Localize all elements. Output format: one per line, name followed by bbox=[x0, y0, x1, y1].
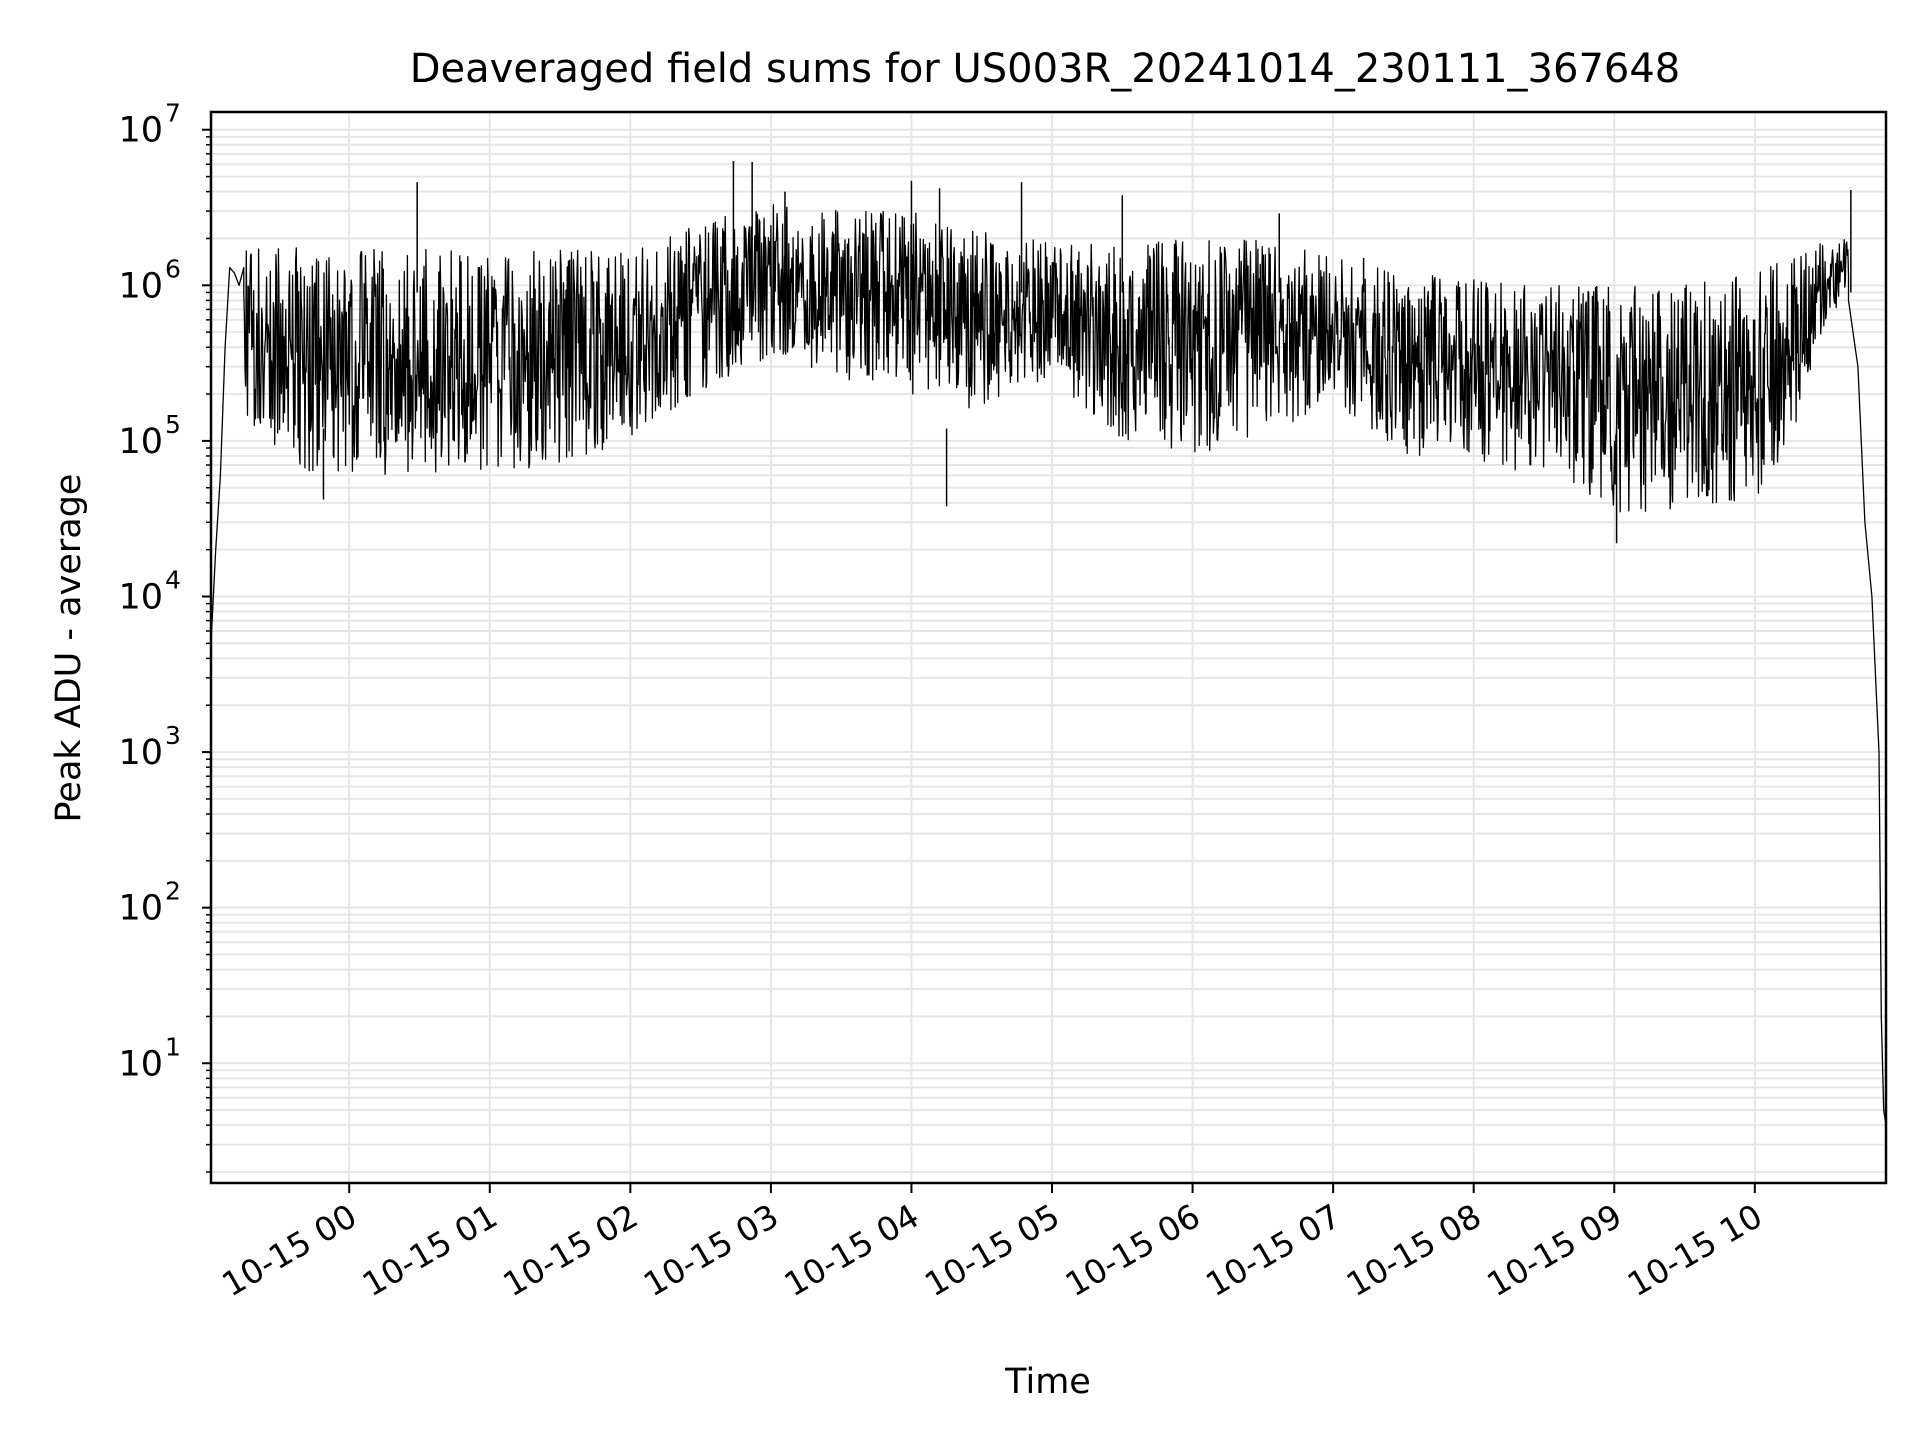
y-tick-label: 10 bbox=[118, 1044, 163, 1084]
series-line-0 bbox=[210, 204, 1887, 1126]
y-tick-label: 10 bbox=[118, 422, 163, 462]
y-axis-label: Peak ADU - average bbox=[49, 474, 89, 823]
chart-title: Deaveraged field sums for US003R_2024101… bbox=[410, 46, 1681, 92]
y-tick-exponent: 4 bbox=[165, 565, 181, 594]
y-tick-exponent: 2 bbox=[165, 877, 181, 906]
y-tick-exponent: 3 bbox=[165, 721, 181, 750]
plot-frame bbox=[209, 110, 1888, 1185]
y-tick-exponent: 6 bbox=[165, 254, 181, 283]
x-axis-label: Time bbox=[1004, 1362, 1091, 1402]
y-tick-label: 10 bbox=[118, 733, 163, 773]
y-tick-label: 10 bbox=[118, 111, 163, 151]
plot-area bbox=[210, 160, 1887, 1126]
y-tick-exponent: 1 bbox=[165, 1032, 181, 1061]
y-tick-exponent: 7 bbox=[165, 99, 181, 128]
y-tick-label: 10 bbox=[118, 266, 163, 306]
grid bbox=[211, 112, 1886, 1183]
y-tick-label: 10 bbox=[118, 889, 163, 929]
y-tick-label: 10 bbox=[118, 577, 163, 617]
y-tick-exponent: 5 bbox=[165, 410, 181, 439]
